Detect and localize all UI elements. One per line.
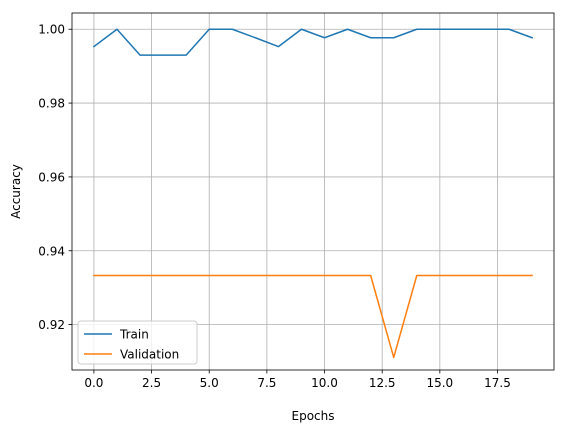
x-tick-label: 2.5: [142, 376, 161, 390]
y-tick-label: 0.94: [38, 244, 65, 258]
plot-frame: [71, 12, 555, 371]
legend-label: Validation: [120, 348, 179, 362]
series-line-0: [92, 28, 534, 56]
y-tick-label: 0.92: [38, 318, 65, 332]
x-tick-label: 0.0: [84, 376, 103, 390]
legend-label: Train: [119, 328, 149, 342]
series-line-1: [93, 274, 533, 359]
legend: Train Validation: [77, 320, 198, 365]
axis-ticks: 0.0 2.5 5.0 7.5 10.0 12.5 15.0 17.5 0.92 0.94 0.96…: [38, 23, 511, 390]
y-tick-label: 1.00: [38, 23, 65, 37]
x-tick-label: 7.5: [257, 376, 276, 390]
x-tick-label: 17.5: [484, 376, 511, 390]
plot-series: [92, 28, 534, 359]
y-tick-label: 0.96: [38, 170, 65, 184]
x-tick-label: 15.0: [426, 376, 453, 390]
x-tick-label: 12.5: [369, 376, 396, 390]
x-tick-label: 10.0: [311, 376, 338, 390]
x-axis-label: Epochs: [292, 409, 335, 423]
y-axis-label: Accuracy: [9, 164, 23, 219]
y-tick-label: 0.98: [38, 97, 65, 111]
grid: [72, 13, 554, 370]
x-tick-label: 5.0: [200, 376, 219, 390]
